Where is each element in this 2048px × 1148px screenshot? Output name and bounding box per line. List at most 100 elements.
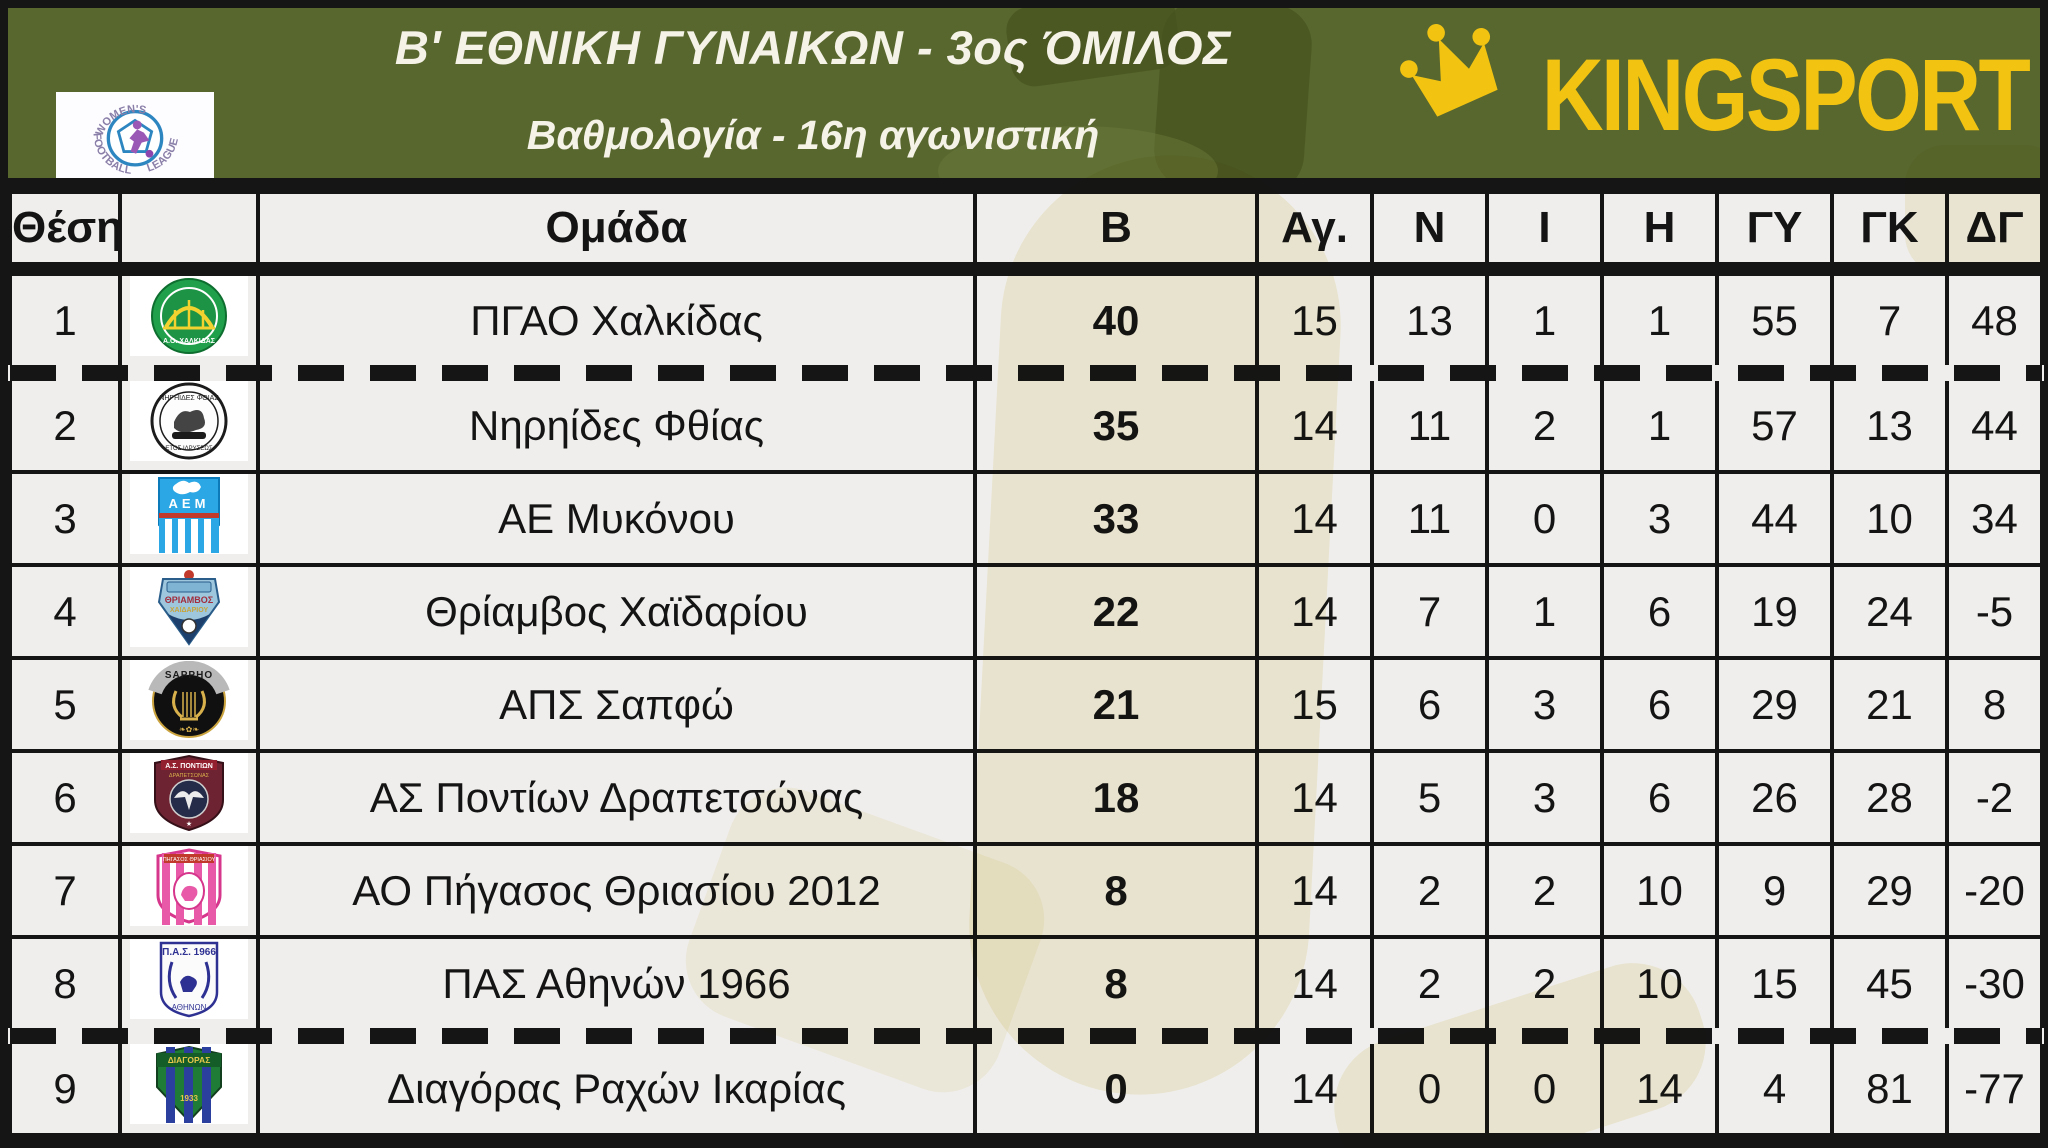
losses-cell: 6 [1600,656,1719,753]
team-logo: ΘΡΙΑΜΒΟΣ ΧΑΪΔΑΡΙΟΥ [130,569,248,647]
points-cell: 21 [973,656,1259,753]
draws-cell: 1 [1485,267,1604,365]
goals-against-cell: 13 [1830,381,1949,474]
draws-cell: 1 [1485,563,1604,660]
goal-diff-cell: -2 [1945,749,2044,846]
svg-text:ΑΕΜ: ΑΕΜ [169,496,210,511]
svg-text:ΑΘΗΝΩΝ: ΑΘΗΝΩΝ [172,1003,207,1012]
svg-text:ΔΡΑΠΕΤΣΩΝΑΣ: ΔΡΑΠΕΤΣΩΝΑΣ [169,773,210,779]
team-logo-cell: Α.Ο. ΧΑΛΚΙΔΑΣ [118,267,260,365]
losses-cell: 14 [1600,1044,1719,1137]
position-cell: 6 [8,749,122,846]
games-cell: 15 [1255,267,1374,365]
standings-header: Θέση Ομάδα Β Αγ. Ν Ι Η ΓΥ ΓΚ ΔΓ [8,190,2044,276]
position-cell: 7 [8,842,122,939]
team-name-cell: Θρίαμβος Χαϊδαρίου [256,563,977,660]
losses-cell: 6 [1600,749,1719,846]
col-header-points: Β [973,190,1259,276]
position-cell: 5 [8,656,122,753]
svg-text:ΕΤΟΣ ΙΔΡΥΣΕΩΣ: ΕΤΟΣ ΙΔΡΥΣΕΩΣ [165,446,212,452]
goal-diff-cell: -77 [1945,1044,2044,1137]
col-header-position: Θέση [8,190,122,276]
losses-cell: 10 [1600,935,1719,1028]
points-cell: 33 [973,470,1259,567]
svg-text:ΘΡΙΑΜΒΟΣ: ΘΡΙΑΜΒΟΣ [165,595,214,605]
goals-against-cell: 29 [1830,842,1949,939]
goal-diff-cell: 34 [1945,470,2044,567]
points-cell: 35 [973,381,1259,474]
draws-cell: 2 [1485,935,1604,1028]
team-logo-cell: SAPPHO ❧✿❧ [118,656,260,753]
team-logo: Π.Α.Σ. 1966 ΑΘΗΝΩΝ [130,941,248,1019]
svg-text:1933: 1933 [180,1094,198,1103]
svg-text:ΧΑΪΔΑΡΙΟΥ: ΧΑΪΔΑΡΙΟΥ [170,606,209,614]
team-logo-cell: ΑΕΜ [118,470,260,567]
draws-cell: 3 [1485,656,1604,753]
goals-against-cell: 7 [1830,267,1949,365]
brand-name: KINGSPORT [1541,38,2030,152]
team-name-cell: ΑΣ Ποντίων Δραπετσώνας [256,749,977,846]
svg-text:ΝΗΡΗΙΔΕΣ ΦΘΙΑΣ: ΝΗΡΗΙΔΕΣ ΦΘΙΑΣ [159,395,219,402]
position-cell: 4 [8,563,122,660]
team-logo: Α.Σ. ΠΟΝΤΙΩΝ ΔΡΑΠΕΤΣΩΝΑΣ ★ [130,755,248,833]
goals-for-cell: 26 [1715,749,1834,846]
team-name-cell: ΑΟ Πήγασος Θριασίου 2012 [256,842,977,939]
wins-cell: 13 [1370,267,1489,365]
goals-against-cell: 24 [1830,563,1949,660]
team-logo: ΝΗΡΗΙΔΕΣ ΦΘΙΑΣ ΕΤΟΣ ΙΔΡΥΣΕΩΣ [130,381,248,461]
goals-for-cell: 15 [1715,935,1834,1028]
col-header-losses: Η [1600,190,1719,276]
dashed-separator [10,1028,2042,1044]
goals-for-cell: 4 [1715,1044,1834,1137]
goal-diff-cell: -20 [1945,842,2044,939]
crown-icon [1399,24,1498,117]
draws-cell: 0 [1485,1044,1604,1137]
col-header-draws: Ι [1485,190,1604,276]
team-logo: ΑΕΜ [130,476,248,554]
wins-cell: 7 [1370,563,1489,660]
points-cell: 18 [973,749,1259,846]
draws-cell: 0 [1485,470,1604,567]
svg-text:ΔΙΑΓΟΡΑΣ: ΔΙΑΓΟΡΑΣ [168,1055,211,1065]
kingsport-logo: KINGSPORT [1399,24,2031,160]
dashed-separator [10,365,2042,381]
col-header-goal-diff: ΔΓ [1945,190,2044,276]
position-cell: 9 [8,1044,122,1137]
svg-text:★: ★ [186,820,192,828]
col-header-goals-for: ΓΥ [1715,190,1834,276]
banner: WOMEN'S FOOTBALL LEAGUE Β' ΕΘΝΙΚΗ ΓΥΝΑΙΚ… [8,8,2040,190]
position-cell: 2 [8,381,122,474]
table-row: 6 Α.Σ. ΠΟΝΤΙΩΝ ΔΡΑΠΕΤΣΩΝΑΣ ★ ΑΣ Ποντίων … [8,749,2044,846]
points-cell: 8 [973,842,1259,939]
col-header-logo [118,190,260,276]
games-cell: 14 [1255,470,1374,567]
goal-diff-cell: -30 [1945,935,2044,1028]
svg-text:SAPPHO: SAPPHO [165,670,213,681]
position-cell: 3 [8,470,122,567]
games-cell: 14 [1255,563,1374,660]
games-cell: 14 [1255,1044,1374,1137]
table-row: 9 ΔΙΑΓΟΡΑΣ 1933 Διαγόρας Ραχών Ικαρίας 0… [8,1044,2044,1137]
points-cell: 8 [973,935,1259,1028]
team-logo: SAPPHO ❧✿❧ [130,662,248,740]
wins-cell: 6 [1370,656,1489,753]
games-cell: 14 [1255,749,1374,846]
points-cell: 22 [973,563,1259,660]
col-header-games: Αγ. [1255,190,1374,276]
team-name-cell: ΑΠΣ Σαπφώ [256,656,977,753]
goals-for-cell: 55 [1715,267,1834,365]
losses-cell: 10 [1600,842,1719,939]
losses-cell: 1 [1600,381,1719,474]
team-name-cell: ΑΕ Μυκόνου [256,470,977,567]
goals-for-cell: 44 [1715,470,1834,567]
col-header-goals-against: ΓΚ [1830,190,1949,276]
goal-diff-cell: 44 [1945,381,2044,474]
losses-cell: 1 [1600,267,1719,365]
table-row: 3 ΑΕΜ ΑΕ Μυκόνου 33 14 11 0 3 44 10 34 [8,470,2044,567]
col-header-wins: Ν [1370,190,1489,276]
page-title: Β' ΕΘΝΙΚΗ ΓΥΝΑΙΚΩΝ - 3ος ΌΜΙΛΟΣ [394,21,1232,74]
team-logo: ΔΙΑΓΟΡΑΣ 1933 [130,1044,248,1124]
goals-for-cell: 29 [1715,656,1834,753]
team-name-cell: ΠΓΑΟ Χαλκίδας [256,267,977,365]
